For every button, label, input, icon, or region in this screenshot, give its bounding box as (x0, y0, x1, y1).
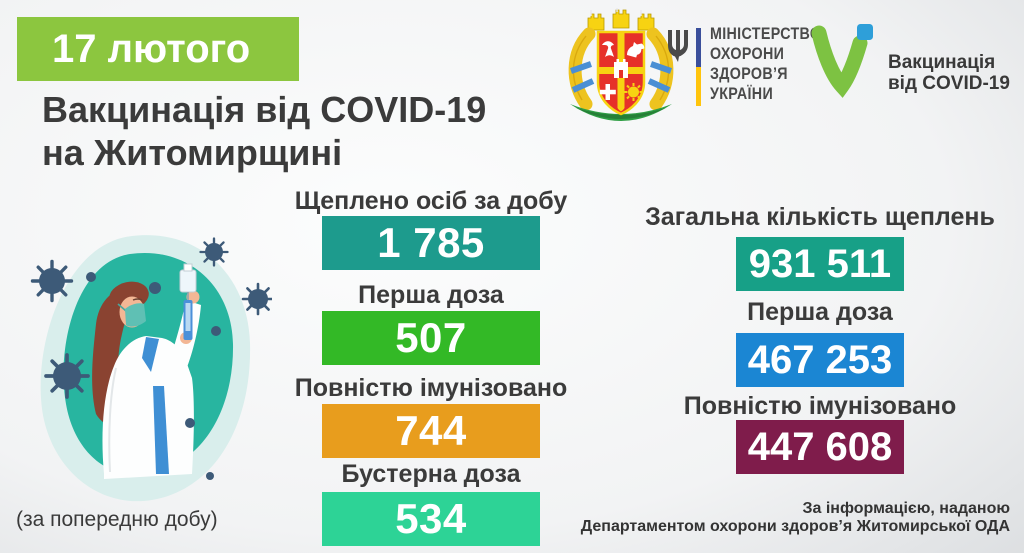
daily-booster-label: Бустерна доза (341, 460, 521, 488)
vaccination-logo-line2: від COVID-19 (888, 73, 1010, 94)
total-fully-immunized-box: 447 608 (736, 420, 904, 474)
daily-fully-immunized-label: Повністю імунізовано (294, 374, 568, 402)
trident-icon (668, 30, 688, 62)
towers (587, 8, 655, 31)
daily-total-box: 1 785 (322, 216, 540, 270)
vaccination-v-icon (811, 24, 873, 98)
daily-fully-immunized-value: 744 (395, 407, 467, 454)
total-fully-immunized-label: Повністю імунізовано (683, 392, 957, 420)
virus-icon (199, 237, 229, 267)
ministry-name-line: УКРАЇНИ (710, 84, 774, 103)
ribbon (570, 61, 672, 93)
doctor (92, 263, 201, 479)
daily-heading: Щеплено осіб за добу (294, 187, 568, 215)
total-fully-immunized-value: 447 608 (747, 424, 893, 469)
vaccination-logo-line1: Вакцинація (888, 52, 996, 73)
date-badge: 17 лютого (17, 17, 299, 81)
daily-first-dose-box: 507 (322, 311, 540, 365)
attribution: За інформацією, наданою Департаментом ох… (581, 500, 1010, 535)
ministry-name-line: ОХОРОНИ (710, 44, 785, 63)
coat-of-arms-icon (568, 8, 674, 121)
total-first-dose-label: Перша доза (747, 298, 893, 326)
daily-booster-box: 534 (322, 492, 540, 546)
virus-icon (30, 259, 74, 303)
page-title-line1: Вакцинація від COVID-19 (42, 89, 487, 130)
daily-booster-value: 534 (395, 495, 467, 542)
virus-icon (241, 282, 272, 316)
flag-divider (696, 28, 701, 106)
total-all-value: 931 511 (748, 241, 892, 286)
daily-total-value: 1 785 (377, 219, 485, 266)
sun (624, 83, 643, 101)
attribution-line1: За інформацією, наданою (802, 500, 1010, 517)
date-text: 17 лютого (52, 26, 251, 71)
total-first-dose-box: 467 253 (736, 333, 904, 387)
daily-first-dose-value: 507 (395, 314, 467, 361)
total-first-dose-value: 467 253 (747, 337, 893, 382)
vaccination-logo-text: Вакцинація від COVID-19 (888, 52, 1010, 94)
virus-icon (44, 353, 90, 399)
ministry-name-line: ЗДОРОВ’Я (710, 64, 788, 83)
daily-first-dose-label: Перша доза (358, 281, 504, 309)
shield (596, 30, 646, 116)
page-title-line2: на Житомирщині (42, 132, 343, 173)
attribution-line2: Департаментом охорони здоров’я Житомирсь… (580, 517, 1010, 535)
ministry-name-line: МІНІСТЕРСТВО (710, 24, 822, 43)
total-all-box: 931 511 (736, 237, 904, 291)
doctor-illustration (30, 235, 272, 502)
ministry-name: МІНІСТЕРСТВО ОХОРОНИ ЗДОРОВ’Я УКРАЇНИ (710, 24, 821, 104)
previous-day-note: (за попередню добу) (16, 508, 218, 531)
laurel (570, 104, 672, 121)
page-title: Вакцинація від COVID-19 на Житомирщині (42, 88, 486, 174)
daily-fully-immunized-box: 744 (322, 404, 540, 458)
virus-dots (86, 272, 221, 480)
total-heading: Загальна кількість щеплень (645, 203, 995, 231)
